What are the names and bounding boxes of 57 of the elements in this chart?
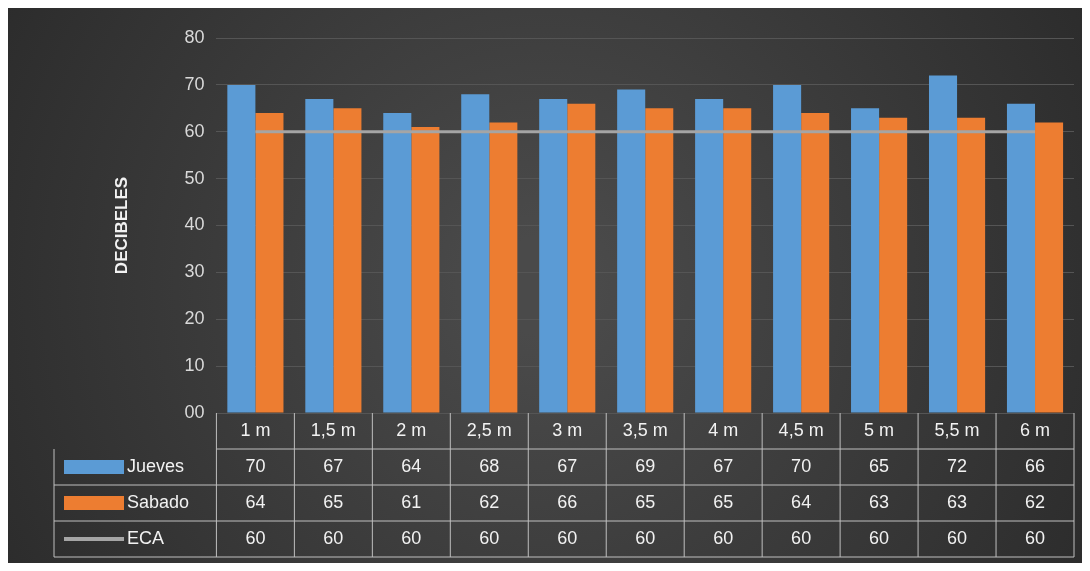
data-label: 60	[635, 527, 656, 548]
data-label: 62	[1025, 491, 1046, 512]
x-tick-label: 4,5 m	[778, 419, 824, 440]
data-label: 60	[869, 527, 890, 548]
x-tick-label: 4 m	[708, 419, 739, 440]
data-label: 67	[323, 455, 344, 476]
data-label: 63	[947, 491, 968, 512]
data-label: 70	[245, 455, 266, 476]
y-tick-label: 60	[184, 120, 205, 141]
y-tick-label: 00	[184, 401, 205, 422]
x-tick-label: 3 m	[552, 419, 583, 440]
data-label: 62	[479, 491, 500, 512]
data-label: 72	[947, 455, 968, 476]
x-tick-label: 1 m	[240, 419, 271, 440]
data-label: 61	[401, 491, 422, 512]
data-label: 70	[791, 455, 812, 476]
x-tick-label: 5,5 m	[934, 419, 980, 440]
y-tick-label: 30	[184, 261, 205, 282]
data-label: 69	[635, 455, 656, 476]
data-label: 64	[245, 491, 266, 512]
legend-label: ECA	[127, 527, 165, 548]
data-label: 60	[1025, 527, 1046, 548]
y-axis-title: DECIBELES	[111, 176, 131, 275]
data-label: 60	[401, 527, 422, 548]
data-label: 67	[713, 455, 734, 476]
data-label: 60	[791, 527, 812, 548]
data-label: 67	[557, 455, 578, 476]
y-tick-label: 20	[184, 308, 205, 329]
legend-label: Jueves	[127, 455, 185, 476]
y-tick-label: 70	[184, 73, 205, 94]
x-tick-label: 5 m	[864, 419, 895, 440]
data-label: 60	[245, 527, 266, 548]
data-label: 68	[479, 455, 500, 476]
data-label: 66	[557, 491, 578, 512]
x-tick-label: 3,5 m	[622, 419, 668, 440]
data-label: 64	[791, 491, 812, 512]
x-tick-label: 6 m	[1020, 419, 1051, 440]
y-tick-label: 10	[184, 355, 205, 376]
x-tick-label: 2,5 m	[466, 419, 512, 440]
data-label: 65	[869, 455, 890, 476]
data-label: 60	[557, 527, 578, 548]
data-label: 60	[713, 527, 734, 548]
data-label: 63	[869, 491, 890, 512]
data-label: 64	[401, 455, 422, 476]
legend-label: Sabado	[127, 491, 190, 512]
data-label: 65	[323, 491, 344, 512]
data-label: 65	[713, 491, 734, 512]
data-label: 65	[635, 491, 656, 512]
data-label: 66	[1025, 455, 1046, 476]
x-tick-label: 2 m	[396, 419, 427, 440]
data-label: 60	[479, 527, 500, 548]
y-tick-label: 40	[184, 214, 205, 235]
y-tick-label: 50	[184, 167, 205, 188]
data-label: 60	[323, 527, 344, 548]
data-label: 60	[947, 527, 968, 548]
y-tick-label: 80	[184, 26, 205, 47]
x-tick-label: 1,5 m	[310, 419, 356, 440]
